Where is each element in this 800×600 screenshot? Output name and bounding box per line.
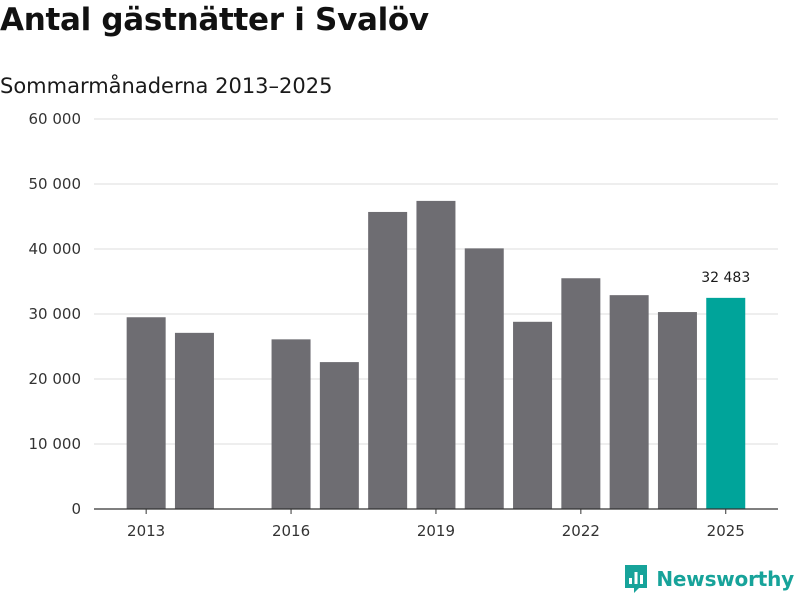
bar-2021 [513,321,553,509]
brand-name: Newsworthy [656,567,794,591]
bar-2020 [464,248,504,509]
x-tick-label: 2022 [562,522,600,540]
bar-2019 [416,200,456,509]
x-tick-label: 2025 [707,522,745,540]
y-tick-label: 30 000 [29,305,82,323]
bars [126,200,746,509]
y-tick-label: 10 000 [29,435,82,453]
y-tick-label: 60 000 [29,110,82,128]
bar-2023 [609,295,649,509]
bar-2016 [271,339,311,509]
y-tick-label: 20 000 [29,370,82,388]
chart-subtitle: Sommarmånaderna 2013–2025 [0,74,333,98]
y-tick-label: 0 [71,500,81,518]
bar-2013 [126,317,166,509]
x-axis: 2013 2016 2019 2022 2025 [94,508,778,540]
newsworthy-brand: Newsworthy [623,564,794,594]
x-tick-label: 2016 [272,522,310,540]
y-tick-label: 40 000 [29,240,82,258]
newsworthy-logo-icon [625,565,648,593]
bar-2014 [174,332,214,509]
bar-2025 [706,297,746,509]
x-tick-label: 2013 [127,522,165,540]
chart-title: Antal gästnätter i Svalöv [0,2,429,38]
data-label: 32 483 [701,270,750,286]
data-labels: 32 483 [701,270,750,286]
bar-2022 [561,278,601,509]
x-tick-label: 2019 [417,522,455,540]
y-tick-label: 50 000 [29,175,82,193]
bar-2018 [368,211,408,509]
bar-2024 [657,312,697,509]
y-axis-labels: 0 10 000 20 000 30 000 40 000 50 000 60 000 [29,110,82,518]
bar-2017 [319,362,359,509]
